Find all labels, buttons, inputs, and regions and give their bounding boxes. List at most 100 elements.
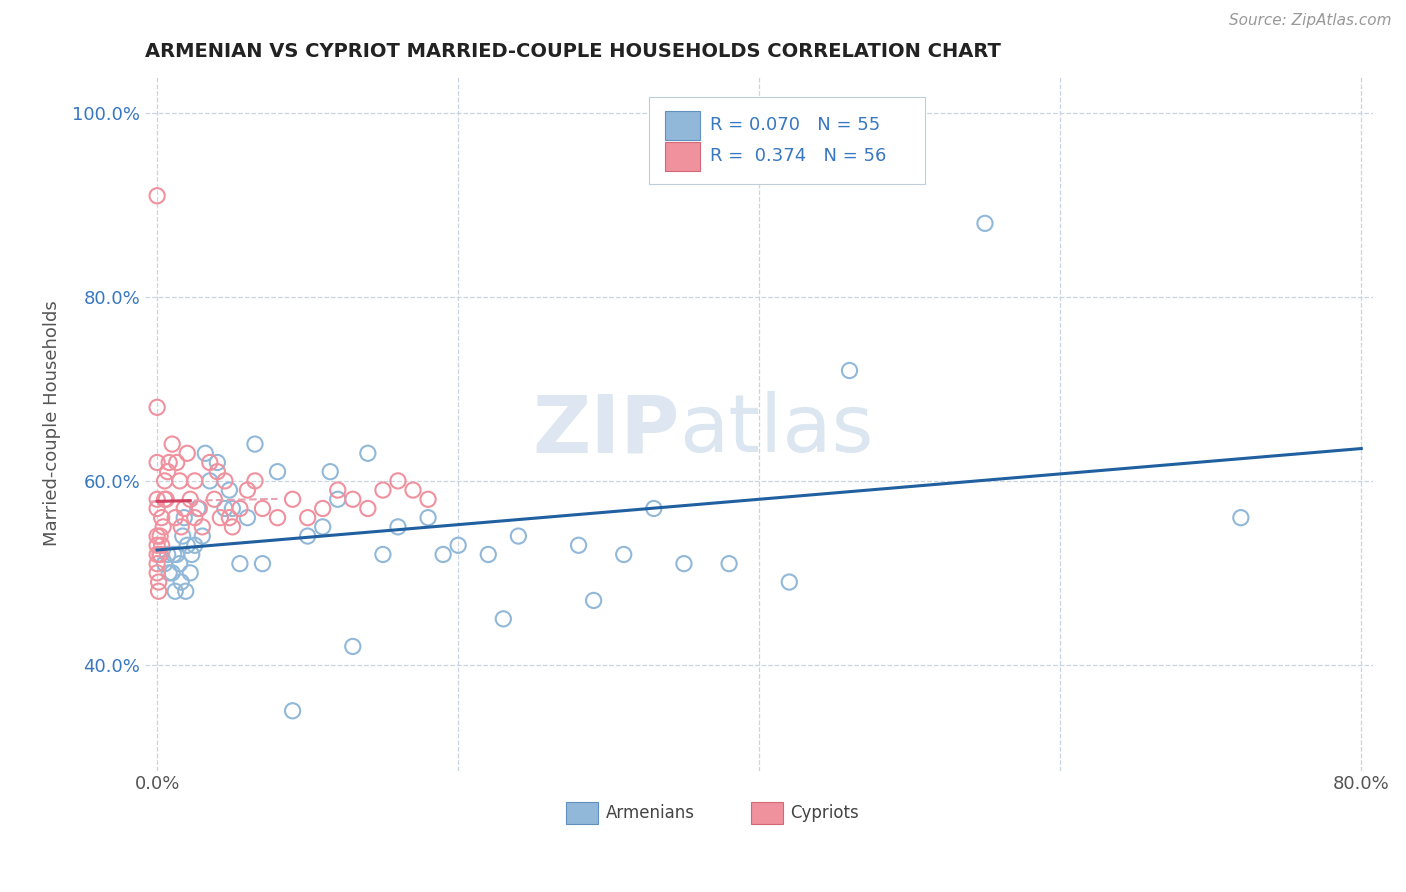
Point: [218, 483, 240, 497]
Point: [184, 510, 207, 524]
Point: [447, 538, 470, 552]
Point: [165, 510, 187, 524]
Point: [416, 492, 439, 507]
Point: [184, 538, 207, 552]
Point: [312, 501, 335, 516]
Text: Source: ZipAtlas.com: Source: ZipAtlas.com: [1229, 13, 1392, 29]
Point: [146, 566, 169, 580]
Point: [169, 557, 191, 571]
Point: [176, 446, 198, 460]
Point: [492, 612, 515, 626]
FancyBboxPatch shape: [751, 802, 783, 824]
Point: [191, 529, 214, 543]
Point: [252, 557, 274, 571]
Point: [163, 548, 186, 562]
Point: [207, 455, 229, 469]
Point: [266, 465, 288, 479]
Point: [266, 510, 288, 524]
Point: [236, 483, 259, 497]
Point: [173, 501, 195, 516]
Point: [371, 548, 394, 562]
Point: [176, 538, 198, 552]
Point: [146, 501, 169, 516]
Point: [157, 566, 180, 580]
Point: [157, 455, 180, 469]
FancyBboxPatch shape: [648, 97, 925, 184]
Point: [166, 455, 188, 469]
Point: [582, 593, 605, 607]
Point: [170, 520, 193, 534]
Point: [149, 529, 172, 543]
Point: [218, 510, 240, 524]
Point: [146, 455, 169, 469]
Point: [297, 529, 319, 543]
FancyBboxPatch shape: [567, 802, 599, 824]
Point: [146, 188, 169, 202]
Point: [153, 557, 176, 571]
Point: [174, 584, 197, 599]
Point: [613, 548, 636, 562]
Point: [153, 492, 176, 507]
Point: [209, 510, 232, 524]
Point: [432, 548, 454, 562]
Point: [153, 474, 176, 488]
Text: R =  0.374   N = 56: R = 0.374 N = 56: [710, 147, 886, 165]
FancyBboxPatch shape: [665, 142, 700, 171]
Point: [172, 529, 194, 543]
Point: [371, 483, 394, 497]
Point: [160, 566, 183, 580]
Point: [146, 548, 169, 562]
Point: [312, 520, 335, 534]
Point: [149, 548, 172, 562]
Point: [416, 510, 439, 524]
Point: [146, 492, 169, 507]
Point: [150, 510, 173, 524]
Point: [207, 465, 229, 479]
Point: [191, 520, 214, 534]
Point: [243, 437, 266, 451]
Text: Cypriots: Cypriots: [790, 804, 859, 822]
Point: [169, 474, 191, 488]
Point: [156, 548, 179, 562]
Point: [148, 584, 170, 599]
Point: [194, 446, 217, 460]
Point: [156, 465, 179, 479]
Point: [214, 474, 236, 488]
Point: [718, 557, 741, 571]
Point: [342, 640, 364, 654]
Point: [221, 501, 243, 516]
Point: [281, 704, 304, 718]
FancyBboxPatch shape: [665, 111, 700, 140]
Point: [326, 483, 349, 497]
Point: [402, 483, 425, 497]
Point: [198, 474, 221, 488]
Point: [281, 492, 304, 507]
Text: atlas: atlas: [679, 392, 873, 469]
Point: [672, 557, 695, 571]
Point: [165, 584, 187, 599]
Point: [243, 474, 266, 488]
Point: [508, 529, 530, 543]
Point: [170, 575, 193, 590]
Point: [1230, 510, 1253, 524]
Point: [387, 520, 409, 534]
Y-axis label: Married-couple Households: Married-couple Households: [44, 301, 60, 546]
Point: [297, 510, 319, 524]
Point: [252, 501, 274, 516]
Point: [146, 401, 169, 415]
Point: [357, 446, 380, 460]
Point: [160, 437, 183, 451]
Point: [146, 529, 169, 543]
Point: [198, 455, 221, 469]
Point: [148, 575, 170, 590]
Point: [180, 548, 202, 562]
Point: [166, 548, 188, 562]
Text: Armenians: Armenians: [606, 804, 695, 822]
Point: [319, 465, 342, 479]
Point: [357, 501, 380, 516]
Point: [146, 557, 169, 571]
Point: [214, 501, 236, 516]
Point: [342, 492, 364, 507]
Text: ARMENIAN VS CYPRIOT MARRIED-COUPLE HOUSEHOLDS CORRELATION CHART: ARMENIAN VS CYPRIOT MARRIED-COUPLE HOUSE…: [145, 42, 1001, 61]
Point: [974, 216, 997, 230]
